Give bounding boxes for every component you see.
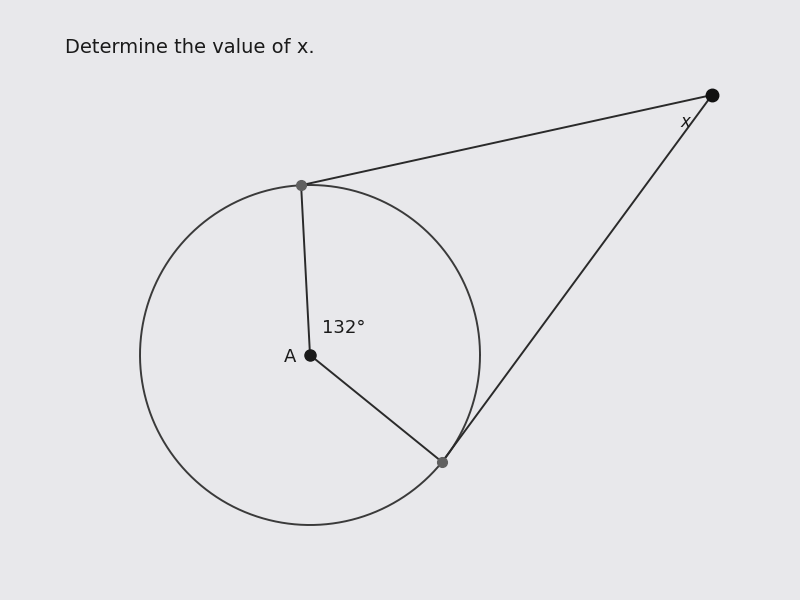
- Text: x: x: [680, 113, 690, 131]
- Text: A: A: [284, 348, 296, 366]
- Text: Determine the value of x.: Determine the value of x.: [65, 38, 314, 57]
- Text: 132°: 132°: [322, 319, 366, 337]
